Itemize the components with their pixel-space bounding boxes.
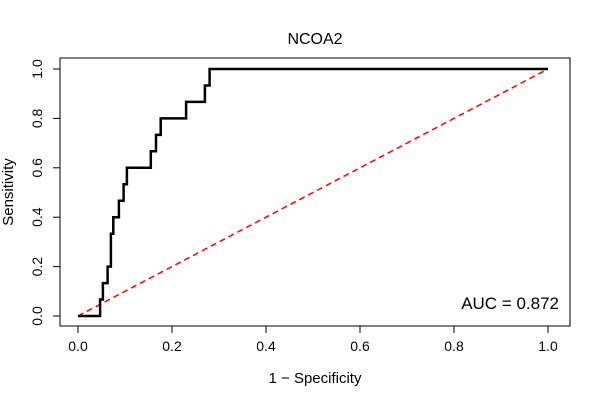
- x-tick-label: 0.0: [68, 338, 88, 354]
- x-tick-label: 1.0: [538, 338, 558, 354]
- y-tick-label: 0.8: [29, 108, 45, 128]
- roc-curve: [78, 67, 548, 318]
- y-tick-label: 0.2: [29, 257, 45, 277]
- y-axis: 0.0 0.2 0.4 0.6 0.8 1.0: [29, 59, 61, 326]
- auc-annotation: AUC = 0.872: [461, 294, 559, 313]
- x-axis: 0.0 0.2 0.4 0.6 0.8 1.0: [68, 325, 558, 354]
- x-tick-label: 0.4: [256, 338, 276, 354]
- x-tick-label: 0.6: [350, 338, 370, 354]
- reference-line: [77, 68, 549, 317]
- chart-title: NCOA2: [287, 31, 342, 48]
- x-axis-label: 1 − Specificity: [269, 370, 362, 387]
- y-tick-label: 0.0: [29, 306, 45, 326]
- y-tick-label: 1.0: [29, 59, 45, 79]
- x-tick-label: 0.8: [444, 338, 464, 354]
- y-axis-label: Sensitivity: [0, 158, 17, 226]
- y-tick-label: 0.6: [29, 158, 45, 178]
- y-tick-label: 0.4: [29, 207, 45, 227]
- x-tick-label: 0.2: [162, 338, 182, 354]
- plot-lines: [77, 67, 549, 318]
